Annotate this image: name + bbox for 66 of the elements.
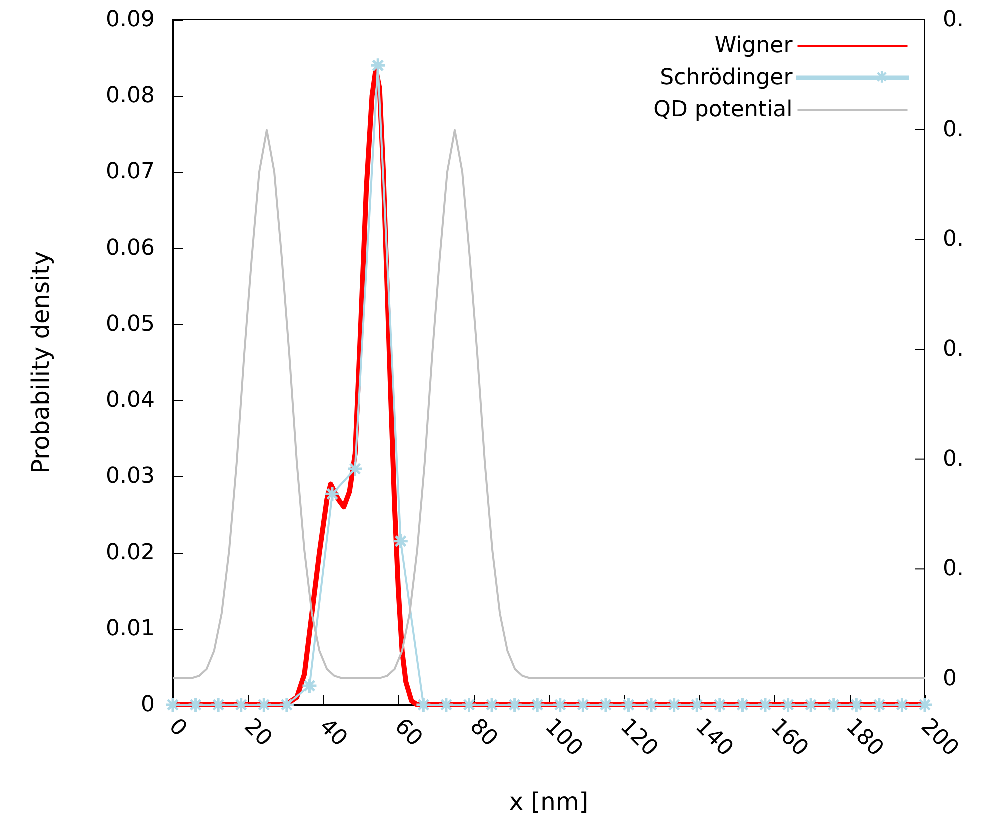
point	[712, 696, 728, 714]
point	[529, 696, 546, 714]
point	[370, 57, 386, 74]
point	[734, 696, 751, 714]
point	[598, 696, 614, 714]
point	[461, 696, 478, 714]
point	[392, 533, 410, 550]
point	[301, 678, 318, 694]
text: 0	[943, 666, 957, 692]
point	[574, 696, 592, 714]
point	[324, 486, 341, 502]
point	[164, 696, 182, 714]
y-tick-label: 0.05	[106, 312, 155, 337]
x-tick-label: 40	[314, 714, 352, 752]
point	[848, 696, 865, 714]
point	[210, 696, 227, 714]
y-tick-label: 0.08	[106, 84, 155, 109]
x-tick-label: 180	[840, 714, 888, 762]
legend-label: Schrödinger	[660, 66, 794, 90]
x-axis-title: x [nm]	[509, 788, 589, 816]
y-axis-title: Probability density	[27, 251, 55, 474]
x-tick-label: 200	[916, 714, 964, 762]
y-tick-label: 0.01	[106, 616, 155, 642]
point	[188, 696, 204, 714]
x-tick-label: 20	[239, 714, 277, 752]
point	[347, 460, 364, 478]
point	[643, 696, 660, 714]
y-tick-label: 0.03	[106, 464, 155, 490]
point	[666, 696, 683, 714]
point	[278, 696, 296, 714]
x-tick-label: 0	[164, 714, 192, 742]
y-tick-label: 0.09	[106, 8, 155, 32]
y-tick-label: 0.06	[106, 236, 155, 261]
point	[802, 696, 820, 714]
point	[826, 696, 842, 714]
point	[780, 696, 797, 714]
y-tick-label: 0	[141, 692, 155, 718]
point	[757, 696, 774, 714]
y-tick-label: 0.02	[106, 540, 155, 566]
x-tick-label: 160	[766, 714, 814, 762]
x-tick-label: 100	[540, 714, 588, 762]
text: 0.	[943, 446, 964, 472]
point	[894, 696, 910, 714]
text: 0.	[943, 117, 964, 142]
point	[256, 696, 272, 714]
point	[871, 696, 888, 714]
text: 0.	[943, 337, 964, 362]
legend-label: QD potential	[654, 98, 793, 122]
x-tick-label: 60	[390, 714, 428, 752]
text: 0.	[943, 556, 964, 582]
point	[688, 696, 706, 714]
point	[506, 696, 524, 714]
point	[233, 696, 250, 714]
y-tick-label: 0.04	[106, 388, 155, 414]
point	[620, 696, 637, 714]
x-tick-label: 140	[690, 714, 738, 762]
text: 0.	[943, 8, 964, 32]
y-tick-label: 0.07	[106, 160, 155, 185]
legend-label: Wigner	[714, 34, 794, 58]
text: 0.	[943, 227, 964, 252]
x-tick-label: 80	[464, 714, 502, 752]
x-tick-label: 120	[615, 714, 663, 762]
point	[415, 696, 432, 714]
point	[484, 696, 500, 714]
point	[552, 696, 569, 714]
point	[438, 696, 455, 714]
